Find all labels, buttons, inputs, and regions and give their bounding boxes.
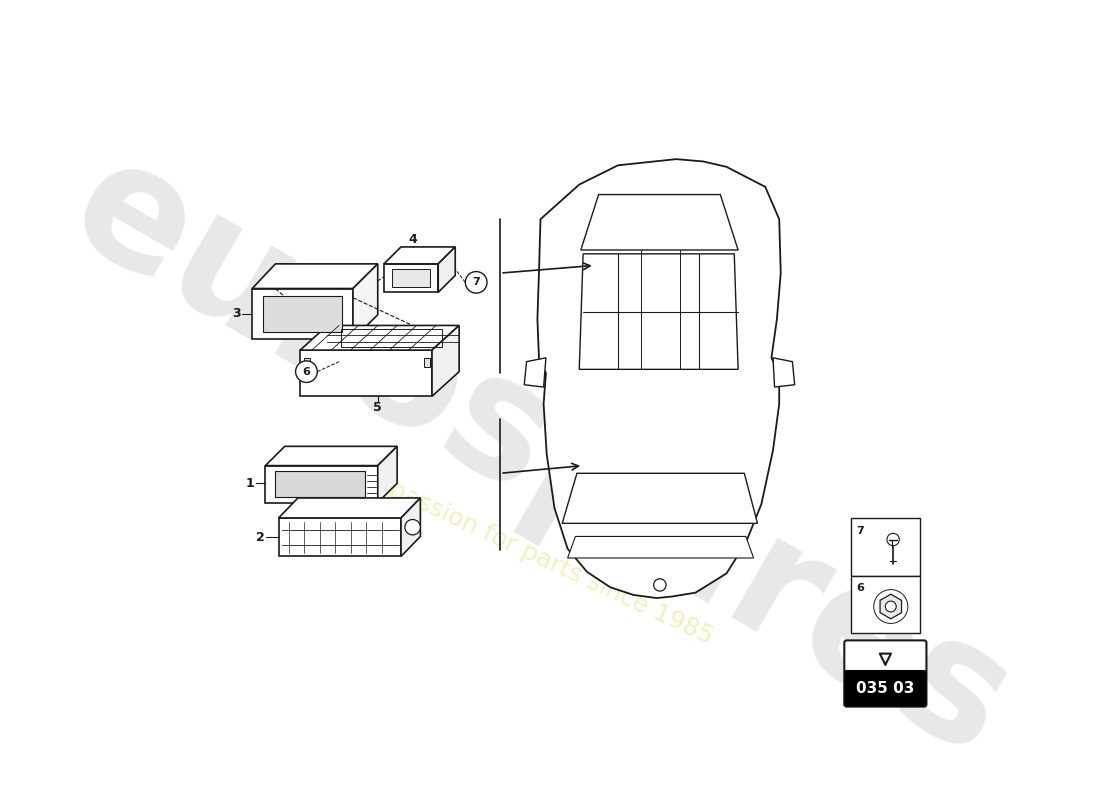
Polygon shape [538, 159, 781, 598]
Text: 4: 4 [408, 233, 417, 246]
Bar [850, 518, 921, 576]
Text: 035 03: 035 03 [856, 681, 914, 696]
Polygon shape [525, 358, 546, 387]
Polygon shape [265, 466, 377, 502]
Text: 3: 3 [232, 307, 241, 321]
Circle shape [887, 534, 900, 546]
Circle shape [653, 578, 667, 591]
Polygon shape [300, 350, 432, 396]
Text: 6: 6 [302, 366, 310, 377]
Polygon shape [263, 296, 342, 332]
Text: 1: 1 [245, 477, 254, 490]
Polygon shape [377, 446, 397, 502]
Text: 7: 7 [857, 526, 865, 536]
Bar [850, 576, 921, 634]
Polygon shape [252, 264, 377, 289]
Polygon shape [252, 289, 353, 339]
Text: eurospares: eurospares [44, 124, 1037, 792]
Text: 5: 5 [373, 402, 382, 414]
Polygon shape [773, 358, 794, 387]
Polygon shape [438, 247, 455, 292]
Polygon shape [384, 264, 438, 292]
Text: 7: 7 [472, 278, 480, 287]
Polygon shape [275, 471, 365, 497]
Bar [847, 672, 924, 704]
Polygon shape [304, 358, 310, 367]
Polygon shape [278, 498, 420, 518]
Polygon shape [580, 254, 738, 370]
Polygon shape [384, 247, 455, 264]
Polygon shape [278, 518, 402, 557]
Polygon shape [562, 474, 758, 523]
Polygon shape [353, 264, 377, 339]
Text: a passion for parts since 1985: a passion for parts since 1985 [364, 467, 717, 649]
Text: 2: 2 [255, 530, 264, 544]
Polygon shape [880, 594, 902, 619]
FancyBboxPatch shape [845, 640, 926, 706]
Polygon shape [392, 270, 430, 287]
Circle shape [886, 601, 896, 612]
Circle shape [405, 519, 420, 535]
Polygon shape [581, 194, 738, 250]
Text: 6: 6 [857, 583, 865, 594]
Polygon shape [432, 326, 459, 396]
FancyBboxPatch shape [845, 670, 926, 706]
Polygon shape [402, 498, 420, 557]
Circle shape [873, 590, 908, 623]
Polygon shape [265, 446, 397, 466]
Circle shape [465, 271, 487, 293]
Circle shape [296, 361, 317, 382]
Polygon shape [425, 358, 430, 367]
Polygon shape [568, 537, 754, 558]
Polygon shape [300, 326, 459, 350]
